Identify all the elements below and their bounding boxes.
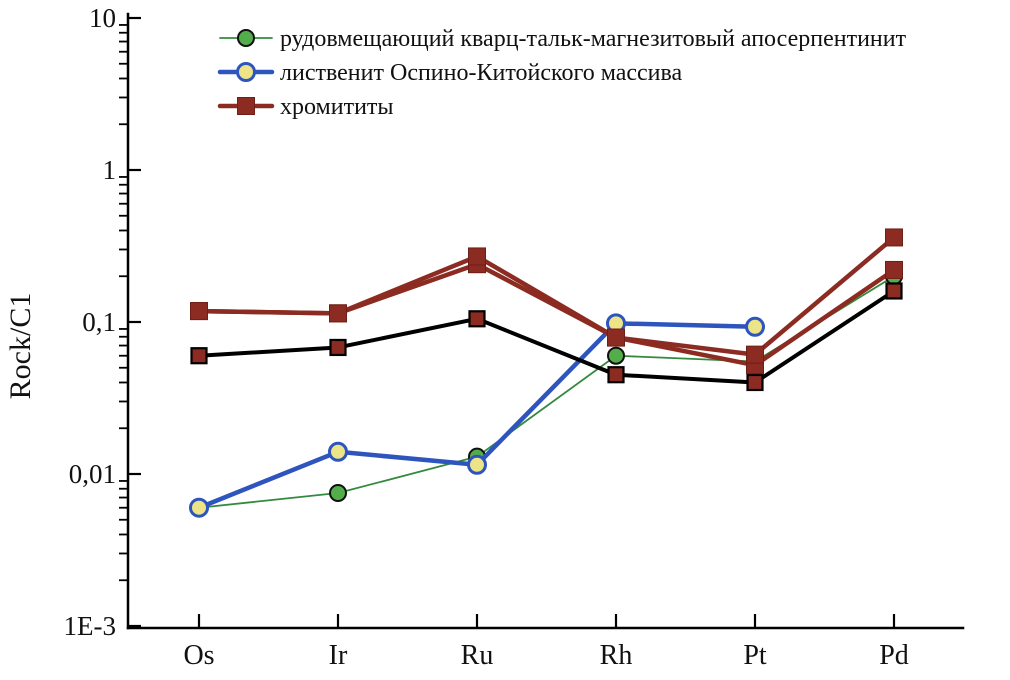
y-tick-label-1: 1 [103, 155, 117, 185]
legend-label-listvenite: лиственит Оспино-Китойского массива [280, 60, 683, 86]
marker-chromitite-a [237, 97, 255, 115]
x-tick-label-os: Os [183, 640, 214, 671]
y-tick-labels: 10 1 0,1 0,01 1E-3 [64, 3, 116, 641]
x-tick-labels: Os Ir Ru Rh Pt Pd [183, 640, 908, 671]
marker-chromitite-black-line [885, 282, 903, 300]
marker-chromitite-a [885, 228, 903, 247]
marker-chromitite-black-line [190, 347, 208, 365]
x-tick-label-rh: Rh [600, 640, 633, 671]
legend-label-aposerpentinite: рудовмещающий кварц-тальк-магнезитовый а… [280, 26, 907, 52]
x-tick-label-ir: Ir [329, 640, 348, 671]
marker-chromitite-b [885, 260, 903, 279]
axes [119, 12, 965, 630]
marker-chromitite-a [746, 345, 764, 364]
marker-chromitite-black-line [468, 310, 486, 328]
axis-ticks [119, 16, 896, 628]
x-tick-label-pt: Pt [743, 640, 767, 671]
marker-chromitite-a [329, 304, 347, 323]
y-tick-label-1e-3: 1E-3 [64, 611, 116, 641]
marker-aposerpentinite [237, 29, 255, 47]
y-tick-label-10: 10 [89, 3, 116, 33]
marker-listvenite [467, 454, 487, 475]
marker-listvenite [189, 497, 209, 518]
legend: рудовмещающий кварц-тальк-магнезитовый а… [217, 26, 907, 120]
series-layer [189, 228, 903, 518]
y-axis-title: Rock/C1 [4, 293, 37, 400]
marker-chromitite-black-line [607, 366, 625, 384]
series-line-chromitite-black-line [197, 288, 896, 385]
marker-aposerpentinite [329, 483, 347, 502]
legend-label-chromitite: хромититы [280, 94, 394, 120]
x-tick-label-pd: Pd [879, 640, 909, 671]
x-tick-label-ru: Ru [461, 640, 494, 671]
marker-chromitite-black-line [329, 338, 347, 357]
marker-chromitite-a [468, 247, 486, 266]
y-tick-label-0-1: 0,1 [82, 307, 116, 337]
series-line-chromitite-a [196, 235, 897, 357]
marker-aposerpentinite [607, 346, 625, 365]
marker-listvenite [328, 441, 348, 462]
marker-chromitite-a [607, 328, 625, 347]
marker-chromitite-black-line [746, 373, 764, 392]
marker-chromitite-a [190, 302, 208, 321]
marker-listvenite [236, 62, 256, 82]
legend-symbols [217, 29, 275, 115]
y-tick-label-0-01: 0,01 [69, 459, 116, 489]
marker-listvenite [745, 316, 765, 337]
